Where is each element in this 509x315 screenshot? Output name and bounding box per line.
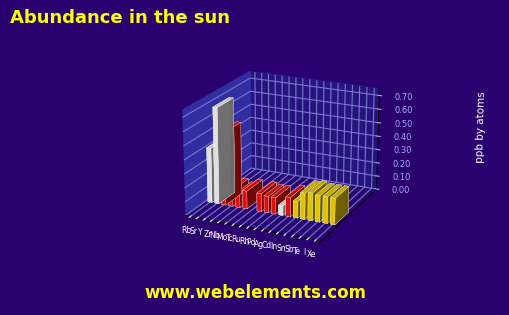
Text: www.webelements.com: www.webelements.com bbox=[144, 284, 365, 302]
Text: Abundance in the sun: Abundance in the sun bbox=[10, 9, 230, 27]
